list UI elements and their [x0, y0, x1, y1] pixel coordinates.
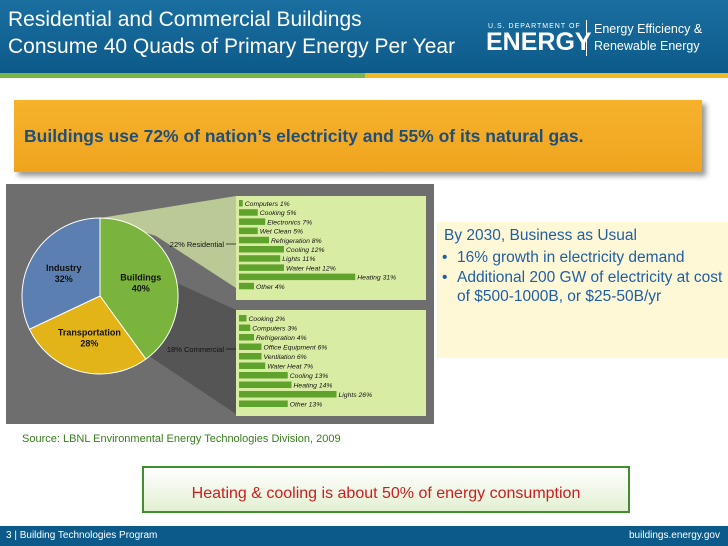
accent-stripe-green — [0, 73, 365, 78]
residential-bar-label: Refrigeration 8% — [271, 238, 322, 245]
residential-bar — [239, 209, 258, 216]
residential-bar-label: Heating 31% — [357, 275, 396, 282]
commercial-bar — [239, 315, 247, 322]
residential-bar — [239, 264, 284, 271]
residential-bar — [239, 227, 258, 235]
commercial-bar — [239, 381, 292, 388]
residential-label: 22% Residential — [170, 240, 225, 249]
residential-bar — [239, 273, 356, 281]
residential-bar-label: Cooling 12% — [286, 247, 325, 254]
footer-bar: 3 | Building Technologies Program buildi… — [0, 526, 728, 546]
commercial-bar — [239, 362, 266, 369]
callout-box: Heating & cooling is about 50% of energy… — [142, 466, 630, 513]
commercial-bar — [239, 324, 251, 331]
callout-text: Heating & cooling is about 50% of energy… — [191, 485, 581, 502]
page-title-line-2: Consume 40 Quads of Primary Energy Per Y… — [8, 35, 456, 58]
forecast-item-text: Additional 200 GW of electricity at cost… — [457, 268, 723, 306]
residential-bar-label: Other 4% — [256, 284, 285, 291]
commercial-label: 18% Commercial — [167, 345, 224, 354]
residential-bar-label: Cooking 5% — [260, 210, 297, 217]
industry-label: Industry — [46, 263, 82, 273]
eere-line-2: Renewable Energy — [594, 39, 700, 53]
residential-bar-label: Lights 11% — [282, 256, 315, 263]
commercial-bar — [239, 343, 262, 350]
page-title: Residential and Commercial Buildings Con… — [8, 6, 455, 60]
commercial-bar-label: Other 13% — [290, 402, 323, 409]
eere-line-1: Energy Efficiency & — [594, 22, 703, 36]
forecast-list: • 16% growth in electricity demand • Add… — [442, 248, 724, 307]
commercial-bar — [239, 391, 337, 398]
commercial-bar-label: Office Equipment 6% — [264, 345, 328, 352]
commercial-bar-label: Refrigeration 4% — [256, 335, 307, 342]
energy-chart-panel: Buildings 40% Transportation 28% Industry 32%… — [6, 184, 434, 424]
commercial-bar-label: Lights 26% — [339, 392, 373, 399]
footer-page-label: 3 | Building Technologies Program — [6, 530, 158, 541]
accent-stripe-yellow — [365, 73, 728, 78]
breakdown-bars: Computers 1% Cooking 5% Electronics 7% Wet … — [239, 200, 396, 409]
transportation-slice — [28, 295, 147, 375]
buildings-label: Buildings — [120, 273, 161, 283]
doe-logo-subtitle: U.S. DEPARTMENT OF — [488, 23, 581, 30]
commercial-bar-label: Ventilation 6% — [264, 354, 307, 361]
transportation-pct: 28% — [80, 339, 98, 349]
residential-bar — [239, 255, 281, 262]
eere-logo-text: Energy Efficiency & Renewable Energy — [594, 21, 702, 55]
forecast-item: • 16% growth in electricity demand — [442, 248, 724, 268]
residential-bar — [239, 200, 243, 207]
commercial-bar-label: Computers 3% — [252, 326, 297, 333]
commercial-bar — [239, 334, 254, 341]
footer-url[interactable]: buildings.energy.gov — [629, 530, 720, 541]
page-title-line-1: Residential and Commercial Buildings — [8, 8, 362, 31]
forecast-box: By 2030, Business as Usual • 16% growth … — [437, 222, 728, 358]
residential-bar — [239, 236, 269, 244]
residential-bar-label: Computers 1% — [245, 201, 290, 208]
key-fact-text: Buildings use 72% of nation’s electricit… — [24, 126, 584, 146]
header-bar: Residential and Commercial Buildings Con… — [0, 0, 728, 73]
commercial-bar-label: Water Heat 7% — [267, 364, 313, 371]
residential-bar-label: Water Heat 12% — [286, 265, 336, 272]
commercial-breakdown-panel — [236, 310, 426, 416]
industry-slice — [21, 217, 101, 330]
source-note: Source: LBNL Environmental Energy Techno… — [22, 433, 341, 445]
transportation-label: Transportation — [58, 328, 121, 338]
residential-connector — [100, 196, 236, 288]
commercial-bar — [239, 372, 288, 379]
commercial-bar-label: Heating 14% — [294, 383, 333, 390]
bullet-mark: • — [442, 268, 448, 286]
residential-bar — [239, 282, 254, 290]
residential-bar — [239, 246, 284, 253]
residential-bar-label: Electronics 7% — [267, 219, 312, 226]
buildings-pct: 40% — [132, 284, 150, 294]
forecast-item: • Additional 200 GW of electricity at co… — [442, 268, 724, 307]
doe-logo: ENERGY — [486, 28, 592, 56]
bullet-mark: • — [442, 249, 448, 266]
residential-bar — [239, 218, 266, 225]
key-fact-banner: Buildings use 72% of nation’s electricit… — [14, 100, 702, 172]
commercial-bar-label: Cooling 13% — [290, 373, 329, 380]
industry-pct: 32% — [55, 274, 73, 284]
forecast-title: By 2030, Business as Usual — [444, 227, 637, 244]
forecast-item-text: 16% growth in electricity demand — [457, 249, 685, 266]
commercial-bar — [239, 400, 288, 407]
commercial-bar-label: Cooking 2% — [249, 316, 286, 323]
residential-bar-label: Wet Clean 5% — [260, 229, 303, 236]
buildings-slice — [99, 217, 179, 360]
logo-divider — [586, 20, 587, 56]
commercial-bar — [239, 353, 262, 360]
